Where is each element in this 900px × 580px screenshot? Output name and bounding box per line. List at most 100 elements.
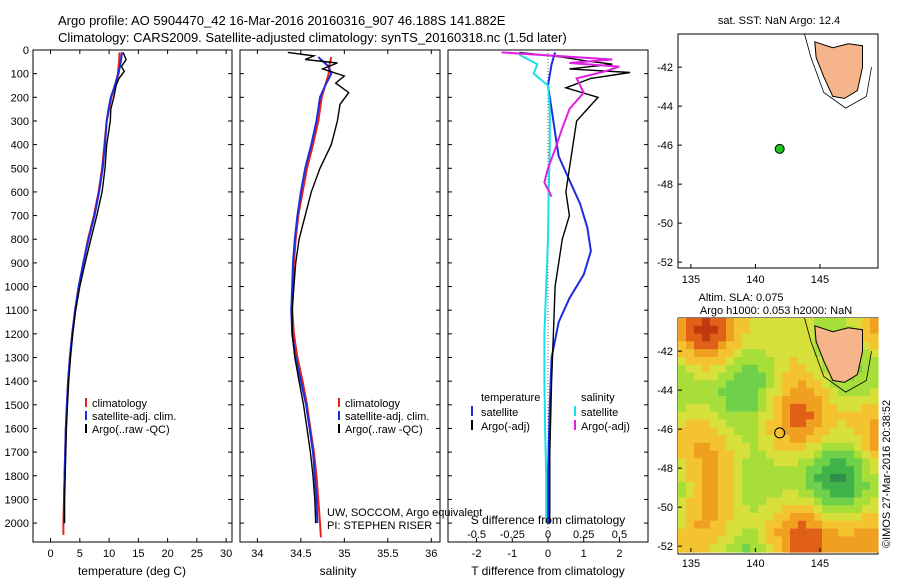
sla-cell xyxy=(846,380,855,389)
sla-cell xyxy=(734,427,743,436)
sla-cell xyxy=(702,372,711,381)
sla-cell xyxy=(790,419,799,428)
sla-cell xyxy=(694,318,703,327)
sla-cell xyxy=(718,318,727,327)
sla-cell xyxy=(814,458,823,467)
sla-cell xyxy=(782,481,791,491)
sla-cell xyxy=(790,372,799,381)
sla-cell xyxy=(758,349,767,358)
depth-tick-label: 1000 xyxy=(5,282,29,294)
x-tick-label: 5 xyxy=(77,548,83,560)
sla-cell xyxy=(790,544,799,553)
sla-cell xyxy=(830,513,839,522)
sla-cell xyxy=(822,427,831,436)
sla-cell xyxy=(694,520,703,530)
sla-cell xyxy=(806,520,815,530)
sla-cell xyxy=(678,520,687,530)
sla-cell xyxy=(790,333,799,342)
sla-cell xyxy=(830,466,839,475)
sla-cell xyxy=(678,372,687,381)
sla-cell xyxy=(822,497,831,506)
sla-cell xyxy=(782,474,791,483)
sla-cell xyxy=(830,411,839,420)
map-x-tick-label: 140 xyxy=(746,274,764,286)
sla-cell xyxy=(830,481,839,491)
difference-panel: -2 -1 0 1 2 -0.5 -0.25 0 0.25 0.5 xyxy=(448,49,648,560)
sla-cell xyxy=(742,427,751,436)
sla-cell xyxy=(766,466,775,475)
sla-cell xyxy=(814,466,823,475)
sla-cell xyxy=(718,325,727,335)
sla-cell xyxy=(710,450,719,459)
sla-cell xyxy=(870,466,879,475)
sla-cell xyxy=(766,481,775,491)
sla-cell xyxy=(702,505,711,514)
x-tick-label: 10 xyxy=(103,548,115,560)
difference-top-xlabel: S difference from climatology xyxy=(471,513,626,527)
sla-map-subtitle: Argo h1000: 0.053 h2000: NaN xyxy=(700,305,852,317)
sla-cell xyxy=(774,497,783,506)
sla-cell xyxy=(702,318,711,327)
sla-cell xyxy=(750,411,759,420)
sla-cell xyxy=(734,396,743,405)
sla-cell xyxy=(726,411,735,420)
sla-cell xyxy=(766,528,775,537)
sla-cell xyxy=(846,419,855,428)
sla-cell xyxy=(870,349,879,358)
sla-cell xyxy=(726,364,735,374)
legend-climatology: climatology xyxy=(345,398,401,410)
sla-cell xyxy=(678,505,687,514)
sla-cell xyxy=(790,341,799,350)
sla-cell xyxy=(742,458,751,467)
sla-cell xyxy=(742,505,751,514)
sla-cell xyxy=(678,497,687,506)
sla-cell xyxy=(854,442,863,452)
series-argo xyxy=(63,52,127,524)
sla-cell xyxy=(726,442,735,452)
sla-cell xyxy=(686,372,695,381)
sla-cell xyxy=(790,520,799,530)
sla-cell xyxy=(798,380,807,389)
sst-map-frame xyxy=(677,33,879,269)
sla-cell xyxy=(734,505,743,514)
sla-cell xyxy=(766,357,775,366)
sla-cell xyxy=(710,474,719,483)
sla-cell xyxy=(830,458,839,467)
sla-cell xyxy=(758,403,767,413)
sla-cell xyxy=(790,497,799,506)
sla-cell xyxy=(790,411,799,420)
sla-cell xyxy=(798,364,807,374)
sla-cell xyxy=(870,357,879,366)
sla-cell xyxy=(790,364,799,374)
sla-cell xyxy=(694,458,703,467)
sla-cell xyxy=(702,536,711,545)
sla-cell xyxy=(790,349,799,358)
float-marker xyxy=(774,143,785,154)
sla-cell xyxy=(758,372,767,381)
x-tick-label: -1 xyxy=(507,548,517,560)
sla-cell xyxy=(790,536,799,545)
sla-cell xyxy=(742,388,751,397)
depth-tick-label: 1200 xyxy=(5,329,29,341)
sla-cell xyxy=(686,333,695,342)
sla-cell xyxy=(870,497,879,506)
sla-cell xyxy=(814,544,823,553)
salinity-panel: 34 34.5 35 35.5 36 xyxy=(240,49,440,560)
sla-cell xyxy=(830,528,839,537)
depth-tick-label: 900 xyxy=(11,258,29,270)
sla-cell xyxy=(870,544,879,553)
sla-cell xyxy=(718,544,727,553)
sla-cell xyxy=(846,528,855,537)
sla-cell xyxy=(750,318,759,327)
float-marker xyxy=(774,427,786,439)
sla-cell xyxy=(766,474,775,483)
sla-cell xyxy=(870,536,879,545)
sla-cell xyxy=(750,419,759,428)
sla-cell xyxy=(742,544,751,553)
sla-cell xyxy=(718,458,727,467)
x-tick-label: 35 xyxy=(338,548,350,560)
sla-cell xyxy=(710,442,719,452)
sla-cell xyxy=(766,435,775,444)
sla-cell xyxy=(774,481,783,491)
